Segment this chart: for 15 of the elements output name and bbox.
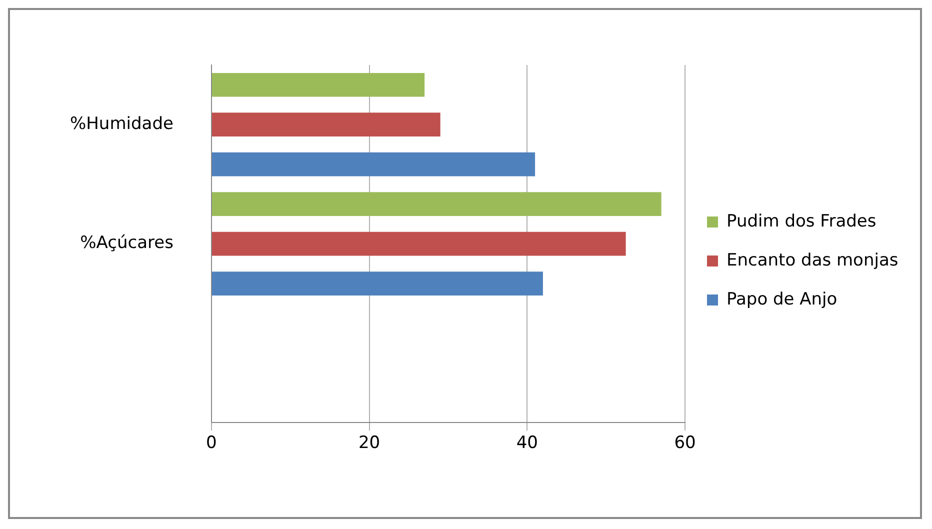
bar [212,192,662,216]
y-tick-label: %Açúcares [80,233,174,254]
legend-label: Encanto das monjas [726,250,898,270]
legend-label: Papo de Anjo [726,289,838,310]
x-tick-label: 0 [206,433,217,454]
x-tick-label: 20 [358,433,380,454]
x-tick-label: 40 [516,433,538,454]
legend-label: Pudim dos Frades [726,211,876,232]
x-tick-label: 60 [674,433,696,454]
bar [212,272,543,296]
bar [212,152,536,176]
y-tick-label: %Humidade [70,114,174,134]
bar [212,232,626,256]
bar [212,72,425,97]
bar [212,112,440,137]
